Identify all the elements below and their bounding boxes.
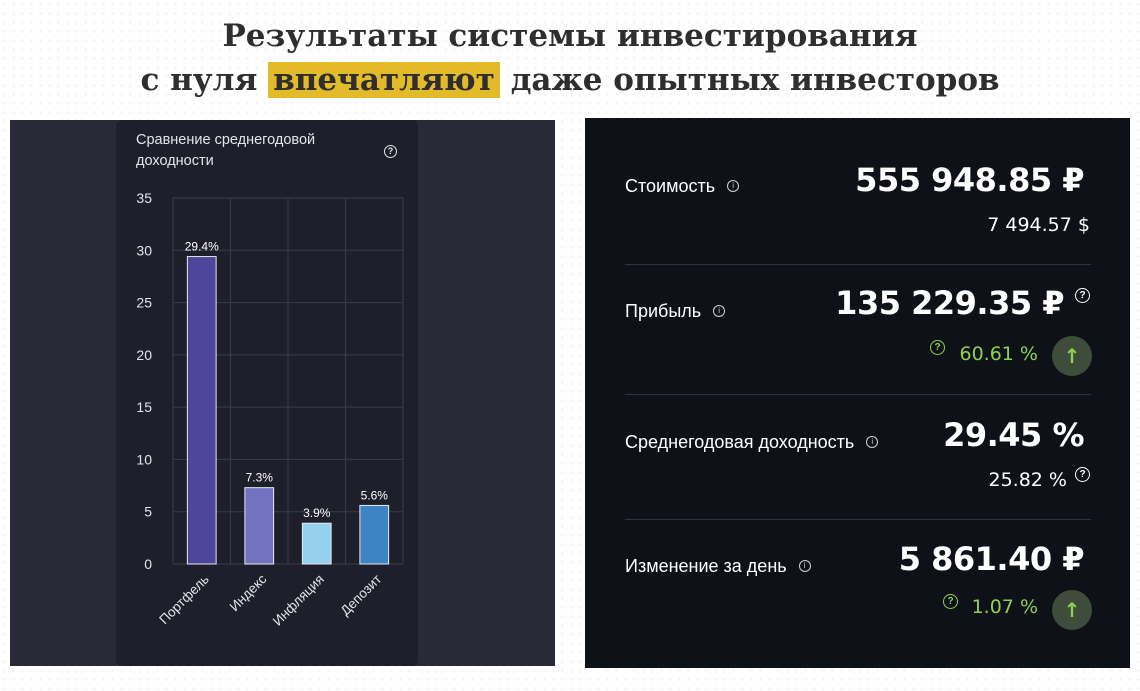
arrow-up-icon: ↑ xyxy=(1052,590,1092,630)
headline-prefix: с нуля xyxy=(140,62,269,98)
day-percent: 1.07 % xyxy=(971,596,1038,618)
headline-highlight: впечатляют xyxy=(268,62,500,98)
profit-label-row: Прибыль i xyxy=(625,301,726,322)
profit-label: Прибыль xyxy=(625,301,702,321)
annual-sub: 25.82 % xyxy=(988,469,1068,491)
bar-value-label: 29.4% xyxy=(185,240,219,254)
y-tick-label: 0 xyxy=(144,556,152,572)
headline-suffix: даже опытных инвесторов xyxy=(499,62,1000,98)
bar xyxy=(186,256,217,565)
question-circle-icon[interactable]: ? xyxy=(1075,288,1090,303)
bar xyxy=(359,504,390,565)
annual-amount: 29.45 % xyxy=(943,416,1084,454)
headline-line-2: с нуля впечатляют даже опытных инвесторо… xyxy=(0,58,1140,102)
chart-panel: Сравнение среднегодовой доходности ? 0 5 1… xyxy=(10,120,555,666)
info-icon[interactable]: i xyxy=(727,180,740,192)
annual-label-row: Среднегодовая доходность i xyxy=(625,432,879,453)
chart-card: Сравнение среднегодовой доходности ? 0 5 1… xyxy=(116,120,418,666)
bar xyxy=(301,522,332,565)
divider xyxy=(625,264,1091,265)
y-tick-label: 25 xyxy=(136,295,152,311)
page-headline: Результаты системы инвестирования с нуля… xyxy=(0,14,1140,102)
y-tick-label: 35 xyxy=(136,190,152,206)
headline-line-1: Результаты системы инвестирования xyxy=(222,18,918,54)
bar-value-label: 5.6% xyxy=(361,488,389,502)
y-tick-label: 30 xyxy=(136,242,152,258)
profit-percent: 60.61 % xyxy=(959,343,1039,365)
value-usd: 7 494.57 $ xyxy=(987,214,1090,236)
question-circle-icon[interactable]: ? xyxy=(943,594,958,609)
divider xyxy=(625,519,1091,520)
y-tick-label: 5 xyxy=(144,504,152,520)
value-label: Стоимость xyxy=(625,176,716,196)
stats-panel: Стоимость i 555 948.85 ₽ 7 494.57 $ Прибы… xyxy=(585,118,1130,668)
info-icon[interactable]: i xyxy=(713,305,726,317)
y-tick-label: 10 xyxy=(136,451,152,467)
bar-value-label: 3.9% xyxy=(303,506,331,520)
value-amount: 555 948.85 ₽ xyxy=(855,161,1084,199)
y-tick-label: 20 xyxy=(136,347,152,363)
bar xyxy=(244,487,275,565)
value-label-row: Стоимость i xyxy=(625,176,740,197)
day-amount: 5 861.40 ₽ xyxy=(898,540,1085,578)
y-tick-label: 15 xyxy=(136,399,152,415)
bar-chart: 0 5 10 15 20 25 30 35 29.4% Портфель 7.3% Индекс 3.9… xyxy=(136,190,404,629)
question-circle-icon[interactable]: ? xyxy=(1075,467,1090,482)
day-label: Изменение за день xyxy=(625,556,787,576)
question-circle-icon[interactable]: ? xyxy=(930,340,945,355)
x-tick-label: Депозит xyxy=(338,572,385,619)
profit-amount: 135 229.35 ₽ xyxy=(835,284,1064,322)
x-tick-label: Индекс xyxy=(227,571,270,614)
info-icon[interactable]: i xyxy=(866,436,879,448)
question-circle-icon[interactable]: ? xyxy=(384,145,397,158)
annual-label: Среднегодовая доходность xyxy=(625,432,855,452)
x-tick-label: Портфель xyxy=(156,572,212,628)
arrow-up-icon: ↑ xyxy=(1052,336,1092,376)
chart-title: Сравнение среднегодовой доходности xyxy=(136,132,316,169)
day-label-row: Изменение за день i xyxy=(625,556,811,577)
info-icon[interactable]: i xyxy=(798,560,811,572)
x-tick-label: Инфляция xyxy=(270,572,327,629)
divider xyxy=(625,394,1091,395)
bar-value-label: 7.3% xyxy=(246,471,274,485)
